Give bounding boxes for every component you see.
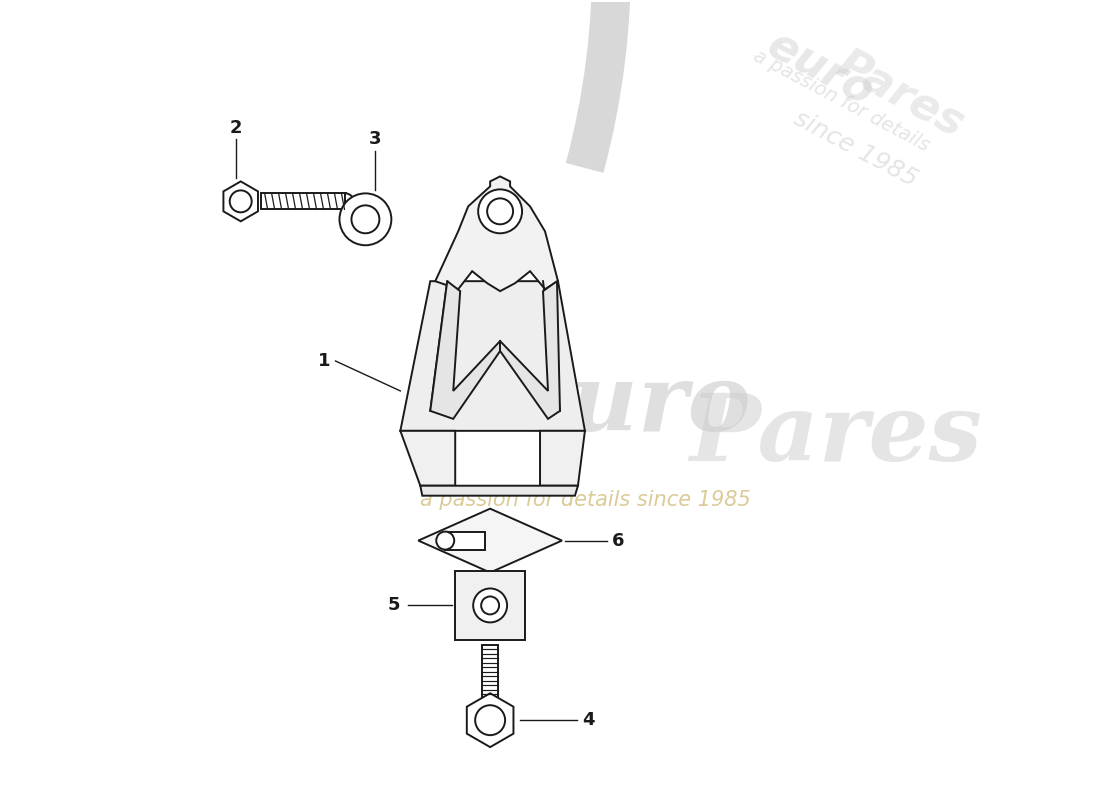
Circle shape	[437, 532, 454, 550]
Polygon shape	[540, 431, 585, 486]
Polygon shape	[418, 509, 562, 573]
Text: 2: 2	[230, 118, 242, 137]
Circle shape	[478, 190, 522, 234]
Text: euro: euro	[759, 24, 881, 115]
Text: Pares: Pares	[829, 42, 971, 146]
Polygon shape	[430, 281, 560, 419]
Circle shape	[473, 589, 507, 622]
Polygon shape	[223, 182, 258, 222]
Polygon shape	[466, 694, 514, 747]
Polygon shape	[436, 177, 558, 291]
Text: 5: 5	[388, 597, 400, 614]
Polygon shape	[446, 532, 485, 550]
Text: Pares: Pares	[690, 390, 982, 480]
Polygon shape	[400, 431, 455, 486]
Circle shape	[487, 198, 513, 224]
Circle shape	[230, 190, 252, 212]
Polygon shape	[261, 194, 345, 210]
Polygon shape	[482, 646, 498, 698]
Text: since 1985: since 1985	[790, 106, 921, 191]
Text: 4: 4	[582, 711, 594, 729]
Circle shape	[475, 706, 505, 735]
Polygon shape	[400, 281, 585, 431]
Ellipse shape	[352, 206, 379, 234]
Polygon shape	[420, 486, 578, 496]
Text: a passion for details since 1985: a passion for details since 1985	[420, 490, 751, 510]
Ellipse shape	[340, 194, 392, 246]
Text: euro: euro	[510, 360, 751, 450]
Text: 6: 6	[612, 531, 625, 550]
Text: 3: 3	[370, 130, 382, 149]
Circle shape	[481, 597, 499, 614]
Text: 1: 1	[318, 352, 330, 370]
Polygon shape	[455, 570, 525, 640]
Text: a passion for details: a passion for details	[749, 46, 932, 155]
